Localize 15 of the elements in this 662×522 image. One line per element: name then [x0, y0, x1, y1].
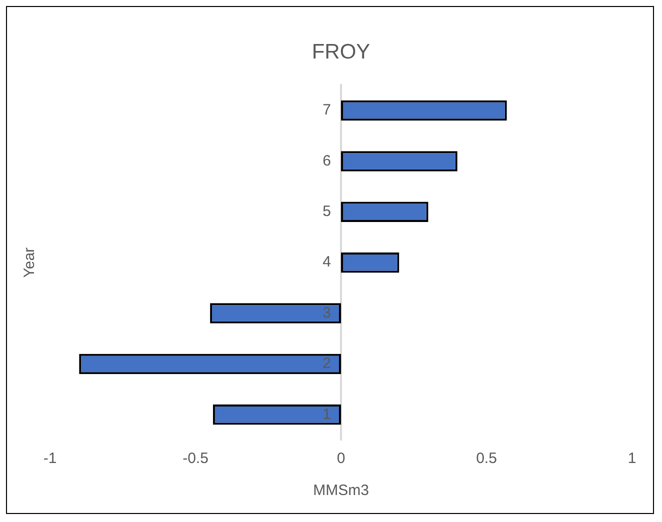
x-axis-title: MMSm3	[313, 482, 369, 500]
x-tick-label: 1	[628, 450, 636, 468]
y-axis-title: Year	[21, 247, 38, 278]
x-tick-label: -0.5	[182, 450, 208, 468]
y-tick-label: 2	[322, 355, 331, 372]
y-tick-label: 1	[322, 406, 331, 423]
chart-title: FROY	[312, 40, 370, 64]
y-tick-label: 7	[322, 102, 331, 119]
y-tick-label: 4	[322, 254, 331, 271]
y-tick-label: 5	[322, 203, 331, 220]
x-tick-label: 0	[336, 450, 346, 468]
x-tick-label: -1	[43, 450, 57, 468]
y-tick-label: 6	[322, 152, 331, 170]
y-tick-label: 3	[322, 304, 331, 322]
x-tick-label: 0.5	[476, 450, 497, 468]
